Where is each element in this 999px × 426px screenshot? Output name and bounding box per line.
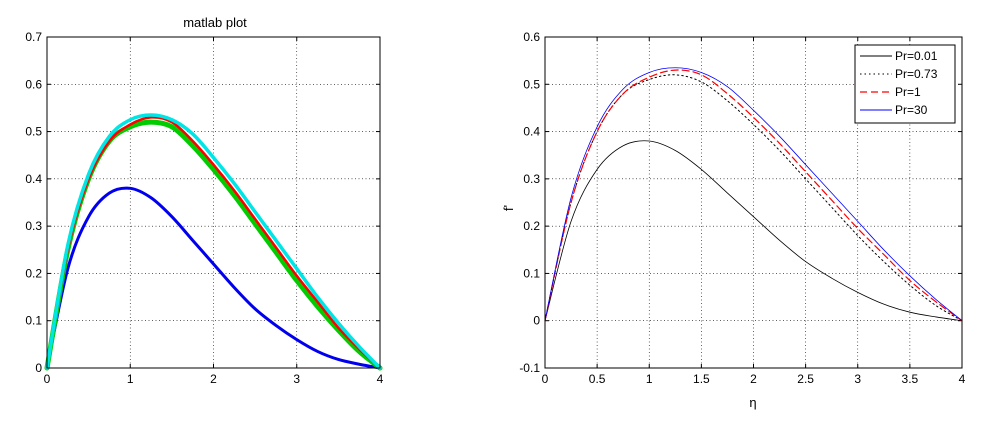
- left-chart-x-ticks: 0 1 2 3 4: [44, 37, 384, 386]
- right-chart-x-tick-label: 3: [854, 372, 861, 386]
- left-chart-plot-area: [46, 36, 381, 369]
- left-chart-x-tick-label: 0: [44, 372, 51, 386]
- right-chart-series-line-2: [544, 74, 963, 322]
- left-chart-series-line-4: [45, 113, 382, 370]
- left-chart-y-tick-label: 0.5: [25, 125, 42, 139]
- right-chart-legend: Pr=0.01 Pr=0.73 Pr=1 Pr=30: [854, 44, 956, 124]
- left-chart-x-tick-label: 2: [210, 372, 217, 386]
- left-chart-y-tick-label: 0.7: [25, 30, 42, 44]
- right-chart-series: [544, 67, 963, 322]
- right-chart-y-tick-label: -0.1: [519, 361, 540, 375]
- legend-label: Pr=0.73: [895, 67, 938, 81]
- left-chart-title: matlab plot: [183, 15, 247, 30]
- left-chart-y-tick-label: 0.3: [25, 219, 42, 233]
- right-chart-series-line-4: [544, 67, 963, 322]
- right-chart-y-tick-label: 0.4: [523, 125, 540, 139]
- right-chart-y-tick-label: 0.2: [523, 219, 540, 233]
- right-chart-series-line-3: [544, 69, 963, 322]
- left-chart: matlab plot 0 1 2 3 4 0 0.1 0.2 0.3 0.4 0.5 0.6 0.7: [25, 15, 383, 386]
- right-chart-x-tick-label: 2.5: [797, 372, 814, 386]
- left-chart-y-ticks: 0 0.1 0.2 0.3 0.4 0.5 0.6 0.7: [25, 30, 380, 375]
- right-chart-x-tick-label: 0: [542, 372, 549, 386]
- right-chart-y-tick-label: 0.1: [523, 266, 540, 280]
- right-chart-x-ticks: 0 0.5 1 1.5 2 2.5 3 3.5 4: [542, 37, 966, 386]
- right-chart-y-tick-label: 0: [533, 314, 540, 328]
- right-chart-series-line-1: [544, 140, 963, 322]
- right-chart-x-tick-label: 3.5: [902, 372, 919, 386]
- right-chart: 0 0.5 1 1.5 2 2.5 3 3.5 4 -0.100.10.20.30.40.50.…: [501, 30, 966, 410]
- right-chart-x-tick-label: 4: [959, 372, 966, 386]
- right-chart-y-tick-label: 0.3: [523, 172, 540, 186]
- right-chart-x-tick-label: 1: [646, 372, 653, 386]
- right-chart-x-tick-label: 0.5: [589, 372, 606, 386]
- right-chart-y-ticks: -0.1 0 0.1 0.2 0.3 0.4 0.5 0.6: [519, 30, 962, 375]
- legend-label: Pr=1: [895, 85, 921, 99]
- left-chart-y-tick-label: 0.4: [25, 172, 42, 186]
- legend-label: Pr=0.01: [895, 49, 938, 63]
- right-chart-x-tick-label: 2: [750, 372, 757, 386]
- left-chart-y-tick-label: 0.6: [25, 77, 42, 91]
- left-chart-y-tick-label: 0.1: [25, 314, 42, 328]
- left-chart-grid: [47, 37, 380, 368]
- right-chart-plot-area: [544, 36, 963, 369]
- right-chart-x-tick-label: 1.5: [693, 372, 710, 386]
- legend-label: Pr=30: [895, 103, 928, 117]
- right-chart-y-tick-label: 0.6: [523, 30, 540, 44]
- right-chart-y-tick-label: 0.5: [523, 77, 540, 91]
- left-chart-series-line-1: [45, 186, 382, 370]
- left-chart-y-tick-label: 0.2: [25, 266, 42, 280]
- left-chart-series: [44, 113, 383, 371]
- left-chart-x-tick-label: 4: [377, 372, 384, 386]
- left-chart-series-line-3: [45, 116, 382, 370]
- right-chart-y-axis-label: f': [501, 205, 516, 211]
- left-chart-x-tick-label: 3: [293, 372, 300, 386]
- right-chart-x-axis-label: η: [749, 395, 756, 410]
- left-chart-y-tick-label: 0: [35, 361, 42, 375]
- left-chart-x-tick-label: 1: [127, 372, 134, 386]
